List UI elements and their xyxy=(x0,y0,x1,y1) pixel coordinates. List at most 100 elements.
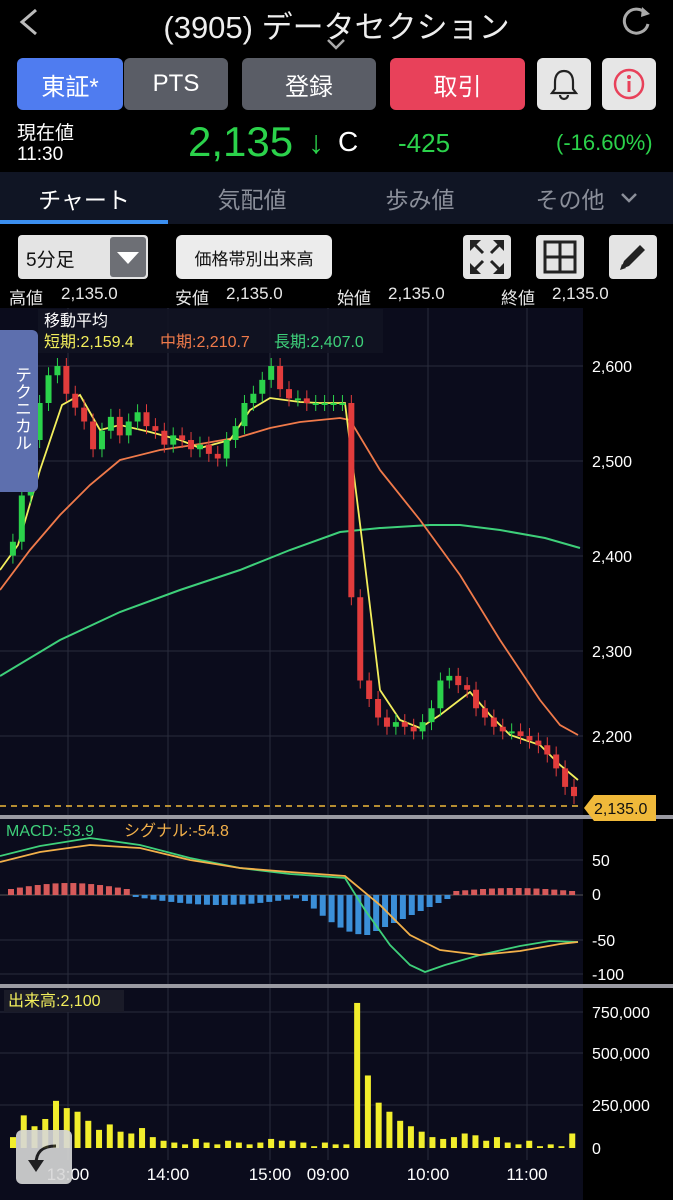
fullscreen-button[interactable] xyxy=(463,235,511,279)
technical-side-tab-label: テクニカル xyxy=(12,366,31,451)
trade-button[interactable]: 取引 xyxy=(390,58,525,110)
header-bar: (3905) データセクション xyxy=(0,0,673,54)
tab-pts[interactable]: PTS xyxy=(124,58,228,110)
candle xyxy=(107,416,114,431)
macd-bar xyxy=(34,885,41,895)
stock-chart[interactable]: 2,600 2,500 2,400 2,300 2,200 2,135.0 50… xyxy=(0,308,673,1200)
scroll-back-button[interactable] xyxy=(16,1130,72,1184)
macd-bar xyxy=(497,888,504,895)
macd-bar xyxy=(355,895,362,935)
volume-bar xyxy=(515,1144,522,1148)
candle xyxy=(419,722,426,732)
candle xyxy=(312,403,319,405)
candle xyxy=(196,444,203,450)
tab-more[interactable]: その他 xyxy=(535,187,605,213)
volume-bar xyxy=(246,1144,253,1148)
ma-legend-long: 長期:2,407.0 xyxy=(274,333,364,351)
alert-button[interactable] xyxy=(537,58,591,110)
volume-bar xyxy=(160,1140,167,1148)
interval-value: 5分足 xyxy=(26,250,75,271)
macd-bar xyxy=(212,895,219,905)
draw-button[interactable] xyxy=(609,235,657,279)
volume-bar xyxy=(493,1137,500,1148)
chevron-down-icon[interactable] xyxy=(326,38,346,50)
candle xyxy=(455,675,462,686)
register-button[interactable]: 登録 xyxy=(242,58,376,110)
tab-trades[interactable]: 歩み値 xyxy=(385,187,455,213)
close-label: 終値 xyxy=(501,289,535,308)
macd-bar xyxy=(515,888,522,895)
candle xyxy=(330,403,337,405)
layout-button[interactable] xyxy=(536,235,584,279)
volume-bar xyxy=(289,1140,296,1148)
volume-bar xyxy=(235,1142,242,1148)
current-price: 2,135 xyxy=(188,118,294,165)
volume-bar xyxy=(450,1137,457,1148)
interval-select[interactable]: 5分足 xyxy=(18,235,148,279)
ma-long-line xyxy=(0,524,581,677)
macd-bar xyxy=(364,895,371,935)
candle xyxy=(544,745,551,755)
volume-bar xyxy=(225,1140,232,1148)
macd-bar xyxy=(560,890,567,895)
price-axis-label: 2,500 xyxy=(592,454,632,471)
candle xyxy=(286,389,292,399)
macd-bar xyxy=(346,895,353,932)
signal-legend: シグナル:-54.8 xyxy=(124,822,229,840)
volume-profile-button[interactable]: 価格帯別出来高 xyxy=(176,235,332,279)
macd-bar xyxy=(337,895,344,928)
macd-bar xyxy=(43,884,50,895)
close-value: 2,135.0 xyxy=(552,284,609,303)
candle xyxy=(294,398,301,401)
candle xyxy=(241,403,248,427)
candle xyxy=(170,435,177,445)
info-button[interactable] xyxy=(602,58,656,110)
volume-bar xyxy=(278,1140,285,1148)
candle xyxy=(464,685,471,690)
volume-bar xyxy=(569,1133,576,1148)
candle xyxy=(161,430,168,445)
technical-side-tab[interactable]: テクニカル xyxy=(0,330,38,492)
candle xyxy=(357,597,364,681)
candle xyxy=(72,393,79,408)
volume-bar xyxy=(332,1144,339,1148)
volume-bar xyxy=(214,1144,221,1148)
chevron-down-icon[interactable] xyxy=(620,192,638,204)
macd-bar xyxy=(8,889,14,895)
chevron-left-icon[interactable] xyxy=(16,6,40,38)
candle xyxy=(348,403,355,598)
grid-icon xyxy=(543,240,577,274)
candle xyxy=(214,453,221,459)
candle xyxy=(481,708,488,718)
macd-bar xyxy=(524,888,531,895)
tab-order-book[interactable]: 気配値 xyxy=(217,187,287,213)
volume-bar xyxy=(375,1102,382,1148)
candle xyxy=(9,541,16,556)
candle xyxy=(562,768,569,787)
macd-bar xyxy=(97,885,104,895)
volume-bar xyxy=(343,1144,350,1148)
time-axis-label: 15:00 xyxy=(249,1165,292,1184)
volume-bar xyxy=(483,1140,490,1148)
volume-bar xyxy=(10,1137,16,1148)
volume-bar xyxy=(74,1111,81,1148)
volume-bar xyxy=(311,1146,318,1148)
candle xyxy=(499,726,506,732)
close-flag: C xyxy=(338,126,359,157)
refresh-icon[interactable] xyxy=(620,4,652,36)
macd-axis-label: 0 xyxy=(592,887,601,904)
undo-arrow-icon xyxy=(28,1144,57,1172)
macd-bar xyxy=(390,895,397,923)
candle xyxy=(437,680,444,709)
macd-bar xyxy=(79,883,86,895)
candle xyxy=(152,426,159,431)
macd-bar xyxy=(186,895,193,904)
triangle-down-icon xyxy=(117,252,139,264)
candle xyxy=(179,435,186,440)
tab-chart[interactable]: チャート xyxy=(38,187,130,213)
tab-tse[interactable]: 東証* xyxy=(17,58,123,110)
volume-axis-label: 250,000 xyxy=(592,1098,650,1115)
macd-bar xyxy=(203,895,210,905)
high-label: 高値 xyxy=(9,289,43,308)
time-axis-label: 14:00 xyxy=(147,1165,190,1184)
